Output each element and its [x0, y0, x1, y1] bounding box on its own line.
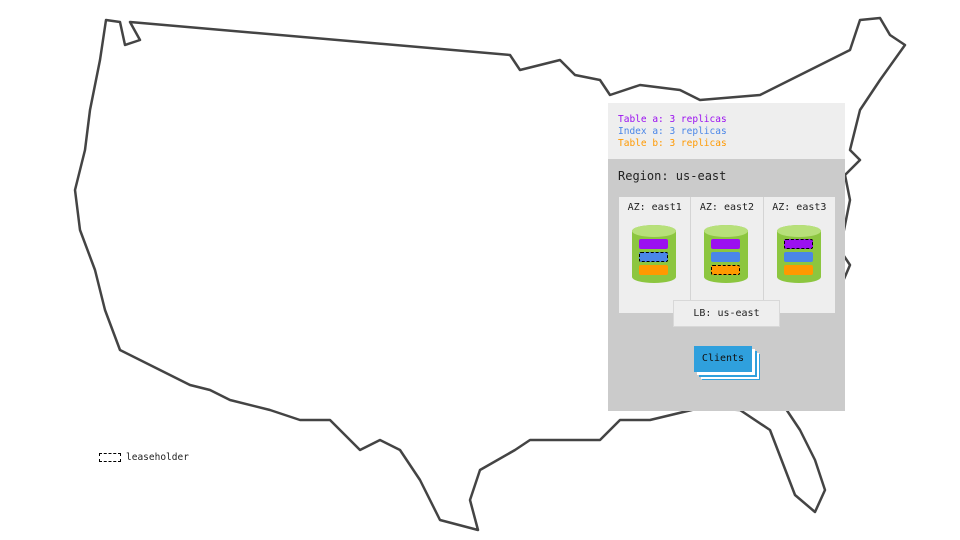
az-label: AZ: east3: [772, 202, 827, 213]
table-a-replica: [711, 239, 741, 249]
index-a-replica: [711, 252, 741, 262]
legend-table-a: Table a: 3 replicas: [618, 114, 727, 125]
database-node-icon: [704, 225, 749, 283]
az-east3: AZ: east3: [764, 197, 835, 313]
az-label: AZ: east2: [699, 202, 755, 213]
leaseholder-key: leaseholder: [99, 452, 189, 463]
database-node-icon: [632, 225, 676, 283]
key-label: leaseholder: [126, 452, 189, 463]
legend-index-a: Index a: 3 replicas: [618, 126, 727, 137]
region-panel: Table a: 3 replicas Index a: 3 replicas …: [608, 103, 845, 411]
az-east1: AZ: east1: [619, 197, 692, 313]
table-b-replica: [639, 265, 668, 275]
index-a-leaseholder: [639, 252, 668, 262]
replica-legend: Table a: 3 replicas Index a: 3 replicas …: [608, 103, 845, 159]
table-a-replica: [639, 239, 668, 249]
clients-box: Clients: [694, 346, 752, 372]
dashed-box-icon: [99, 453, 121, 462]
region-label: Region: us-east: [618, 169, 727, 183]
az-label: AZ: east1: [627, 202, 682, 213]
table-b-replica: [783, 265, 813, 275]
table-a-leaseholder: [783, 239, 813, 249]
az-east2: AZ: east2: [691, 197, 764, 313]
load-balancer: LB: us-east: [673, 300, 780, 327]
database-node-icon: [776, 225, 821, 283]
availability-zones: AZ: east1 AZ: east2 AZ: east3: [619, 197, 835, 313]
index-a-replica: [783, 252, 813, 262]
legend-table-b: Table b: 3 replicas: [618, 138, 727, 149]
table-b-leaseholder: [711, 265, 741, 275]
